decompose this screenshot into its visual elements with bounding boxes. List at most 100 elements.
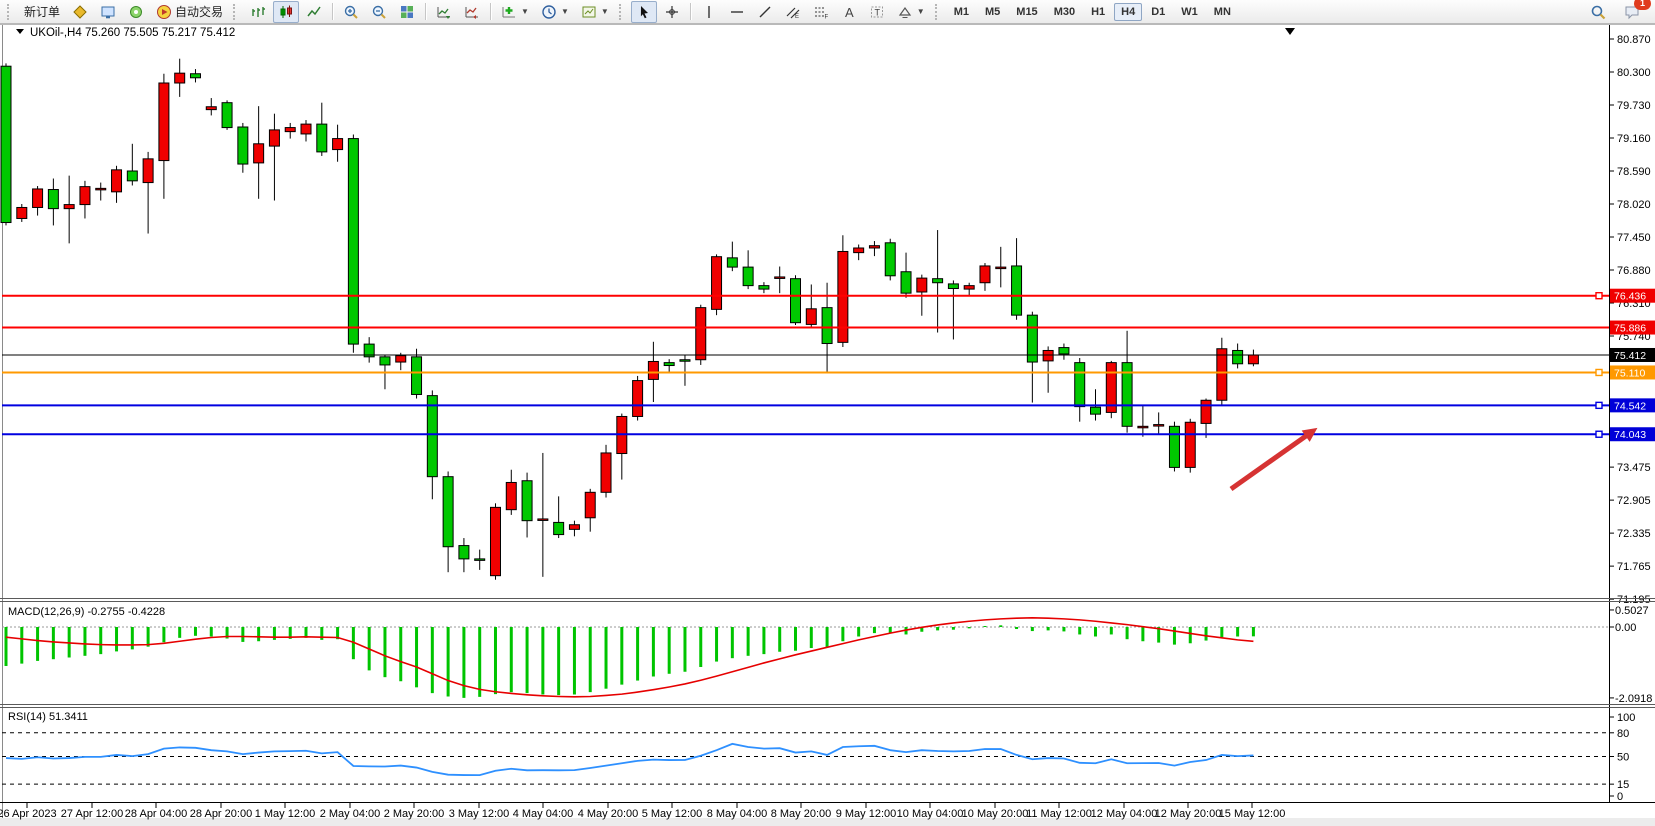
candle-body: [916, 277, 928, 293]
toolbar-grip: [934, 3, 942, 20]
chevron-down-icon[interactable]: ▼: [521, 7, 529, 16]
indicators-button-icon: [502, 6, 516, 17]
horizontal-line-button-icon: [730, 10, 743, 13]
rsi-line: [5, 742, 1254, 777]
notifications-button[interactable]: 1: [1619, 0, 1651, 23]
candle-body: [1247, 354, 1259, 365]
timeframe-m30-button[interactable]: M30: [1053, 5, 1076, 18]
trendline-button[interactable]: [752, 1, 778, 23]
price-axis-label: 79.730: [1617, 100, 1651, 112]
market-watch-icon-icon: [73, 4, 87, 19]
rsi-axis-label: 15: [1617, 779, 1629, 791]
candle-body: [411, 356, 423, 395]
navigator-icon[interactable]: [123, 1, 149, 23]
chevron-down-icon[interactable]: ▼: [600, 7, 609, 16]
fibonacci-button[interactable]: F: [808, 1, 834, 23]
timeframe-m1-button[interactable]: M1: [953, 5, 969, 18]
auto-scroll-button[interactable]: [431, 1, 457, 23]
hline-handle[interactable]: [1595, 401, 1603, 410]
candle-body: [1026, 314, 1038, 363]
zoom-out-button[interactable]: [366, 1, 392, 23]
bar-chart-button[interactable]: [245, 1, 271, 23]
zoom-in-button[interactable]: [338, 1, 364, 23]
channel-button[interactable]: E: [780, 1, 806, 23]
candle-body: [458, 545, 470, 560]
templates-button-icon: [582, 6, 596, 17]
price-axis-label: 78.020: [1617, 199, 1651, 211]
text-button[interactable]: A: [836, 1, 862, 23]
hline-handle[interactable]: [1595, 368, 1603, 377]
timeframe-mn-button[interactable]: MN: [1213, 5, 1231, 18]
candle-body: [189, 73, 201, 79]
shapes-button[interactable]: ▼: [892, 1, 930, 23]
market-watch-icon[interactable]: [67, 1, 93, 23]
candle-body: [1216, 348, 1228, 401]
price-axis-label: 72.905: [1617, 495, 1651, 507]
chevron-down-icon[interactable]: ▼: [916, 7, 925, 16]
horizontal-line-button[interactable]: [724, 1, 750, 23]
chart-shift-button[interactable]: [459, 1, 485, 23]
data-window-icon[interactable]: [95, 1, 121, 23]
price-axis-label: 71.765: [1617, 561, 1651, 573]
hline-handle[interactable]: [1595, 430, 1603, 438]
timeframe-d1-button[interactable]: D1: [1151, 5, 1166, 18]
candle-body: [821, 307, 833, 345]
indicators-button[interactable]: ▼: [496, 1, 534, 23]
candle-body: [1105, 362, 1117, 413]
candle-body: [726, 257, 738, 268]
search-button[interactable]: [1585, 1, 1611, 23]
candle-body: [1153, 424, 1165, 427]
time-axis-label: 8 May 04:00: [707, 808, 768, 820]
time-axis-label: 10 May 20:00: [962, 808, 1029, 820]
tile-windows-button[interactable]: [394, 1, 420, 23]
new-order-button[interactable]: 新订单: [19, 0, 65, 23]
candle-body: [253, 143, 265, 164]
candlestick-chart-button[interactable]: [273, 0, 300, 23]
vertical-line-button[interactable]: [696, 1, 722, 23]
time-axis-label: 11 May 12:00: [1026, 808, 1092, 820]
time-axis-label: 27 Apr 12:00: [61, 808, 123, 820]
toolbar-separator: [425, 3, 427, 20]
candle-body: [237, 126, 249, 165]
auto-scroll-button-icon: [437, 6, 451, 19]
periods-button[interactable]: ▼: [536, 1, 574, 23]
rsi-label: RSI(14) 51.3411: [8, 711, 88, 723]
annotation-arrow[interactable]: [1229, 427, 1318, 492]
candle-body: [1121, 362, 1133, 427]
candle-body: [205, 106, 217, 111]
candle-body: [837, 250, 849, 343]
hline-handle[interactable]: [1595, 292, 1603, 300]
time-axis-label: 4 May 04:00: [513, 808, 574, 820]
candle-body: [332, 138, 344, 151]
candle-body: [300, 123, 312, 135]
candle-body: [790, 278, 801, 324]
chart-dropdown-icon[interactable]: [16, 29, 24, 34]
vertical-line-button-icon: [708, 5, 710, 18]
data-window-icon-icon: [101, 6, 115, 18]
autotrade-button[interactable]: 自动交易: [151, 0, 228, 23]
chevron-down-icon[interactable]: ▼: [560, 7, 569, 16]
time-axis[interactable]: 26 Apr 2023 27 Apr 12:00 28 Apr 04:00 28 Ap…: [0, 803, 1285, 820]
chart-shift-marker[interactable]: [1285, 28, 1295, 35]
timeframe-h4-button[interactable]: H4: [1114, 2, 1143, 21]
timeframe-h1-button[interactable]: H1: [1091, 5, 1106, 18]
price-tag-74.542: [1610, 398, 1655, 413]
crosshair-button[interactable]: [659, 1, 685, 23]
candle-body: [900, 271, 912, 294]
candle-body: [1137, 425, 1149, 429]
line-chart-button-icon: [307, 6, 321, 16]
timeframe-w1-button[interactable]: W1: [1181, 5, 1198, 18]
templates-button[interactable]: ▼: [576, 1, 614, 23]
candlestick-chart-button-icon: [280, 5, 293, 18]
candle-body: [1058, 347, 1070, 355]
price-tag-label: 75.886: [1614, 323, 1646, 335]
timeframe-m5-button[interactable]: M5: [985, 5, 1001, 18]
text-label-button[interactable]: T: [864, 1, 890, 23]
candle-body: [1011, 265, 1023, 316]
line-chart-button[interactable]: [301, 1, 327, 23]
cursor-button[interactable]: [630, 0, 657, 23]
timeframe-m15-button[interactable]: M15: [1016, 5, 1038, 18]
candle-body: [979, 265, 991, 284]
toolbar-grip: [7, 3, 14, 20]
